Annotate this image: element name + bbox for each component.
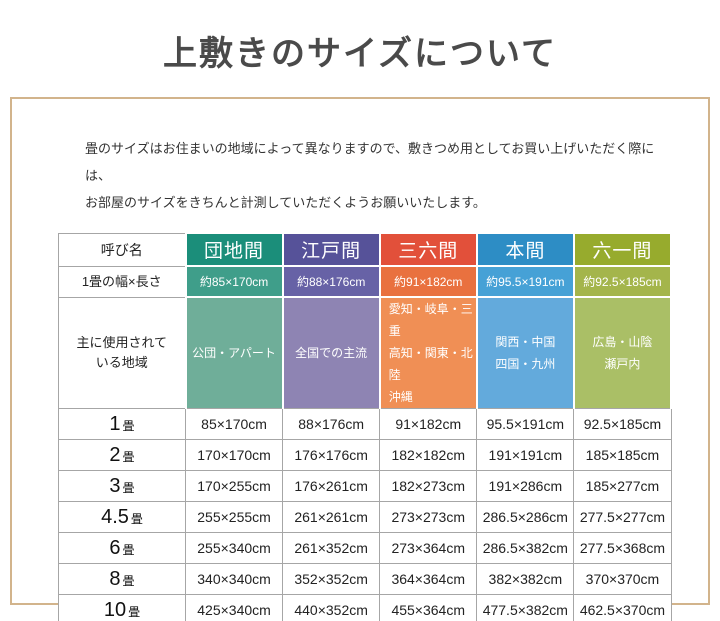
size-value: 182×182cm [379,439,478,471]
size-value: 176×176cm [282,439,381,471]
size-value: 440×352cm [282,594,381,621]
size-value: 176×261cm [282,470,381,502]
size-value: 88×176cm [282,408,381,440]
table-header-row: 呼び名 団地間 江戸間 三六間 本間 六一間 [58,232,673,267]
size-value: 191×191cm [476,439,575,471]
mat-dimension: 約92.5×185cm [572,265,673,298]
row-label-10jo: 10 畳 [58,594,186,621]
page-title: 上敷きのサイズについて [163,36,557,73]
size-value: 462.5×370cm [573,594,672,621]
size-value: 273×273cm [379,501,478,533]
size-value: 185×185cm [573,439,672,471]
size-row-label: 1畳の幅×長さ [58,265,186,298]
size-value: 477.5×382cm [476,594,575,621]
region-cell: 全国での主流 [281,296,381,409]
size-value: 340×340cm [184,563,284,595]
column-header-honma: 本間 [475,232,575,267]
region-cell: 広島・山陰 瀬戸内 [572,296,673,409]
size-value: 286.5×286cm [476,501,575,533]
size-value: 261×261cm [282,501,381,533]
size-value: 277.5×277cm [573,501,672,533]
size-value: 255×340cm [184,532,284,564]
size-value: 286.5×382cm [476,532,575,564]
size-value: 370×370cm [573,563,672,595]
size-value: 382×382cm [476,563,575,595]
column-header-edoma: 江戸間 [281,232,381,267]
size-value: 170×170cm [184,439,284,471]
intro-line-1: 畳のサイズはお住まいの地域によって異なりますので、敷きつめ用としてお買い上げいた… [85,141,655,183]
size-value: 425×340cm [184,594,284,621]
mat-dimension: 約85×170cm [184,265,284,298]
size-value: 364×364cm [379,563,478,595]
size-value: 191×286cm [476,470,575,502]
mat-dimension: 約91×182cm [378,265,478,298]
size-value: 182×273cm [379,470,478,502]
corner-label: 呼び名 [58,232,186,267]
size-value: 273×364cm [379,532,478,564]
column-header-danchima: 団地間 [184,232,284,267]
mat-dimension: 約95.5×191cm [475,265,575,298]
table-row-10jo: 10 畳 425×340cm 440×352cm 455×364cm 477.5×… [58,594,672,621]
region-cell: 公団・アパート [184,296,284,409]
size-value: 455×364cm [379,594,478,621]
size-value: 91×182cm [379,408,478,440]
tatami-size-table: 呼び名 団地間 江戸間 三六間 本間 六一間 1畳の幅×長さ 約85×170cm… [58,232,673,621]
size-value: 92.5×185cm [573,408,672,440]
size-value: 95.5×191cm [476,408,575,440]
size-value: 352×352cm [282,563,381,595]
region-row: 主に使用されて いる地域 公団・アパート 全国での主流 愛知・岐阜・三重 高知・… [58,296,673,409]
size-value: 85×170cm [184,408,284,440]
column-header-rokuichima: 六一間 [572,232,673,267]
table-row-4-5jo: 4.5 畳 255×255cm 261×261cm 273×273cm 286.5… [58,501,672,533]
size-value: 170×255cm [184,470,284,502]
column-header-sanrokuma: 三六間 [378,232,478,267]
size-value: 185×277cm [573,470,672,502]
region-cell: 関西・中国 四国・九州 [475,296,575,409]
region-cell: 愛知・岐阜・三重 高知・関東・北陸 沖縄 [378,296,478,409]
content-panel: 畳のサイズはお住まいの地域によって異なりますので、敷きつめ用としてお買い上げいた… [10,97,710,621]
row-label-4-5jo: 4.5 畳 [58,501,186,533]
size-value: 261×352cm [282,532,381,564]
region-row-label: 主に使用されて いる地域 [58,296,186,409]
mat-dimension-row: 1畳の幅×長さ 約85×170cm 約88×176cm 約91×182cm 約9… [58,265,673,298]
intro-text: 畳のサイズはお住まいの地域によって異なりますので、敷きつめ用としてお買い上げいた… [85,135,668,216]
mat-dimension: 約88×176cm [281,265,381,298]
size-value: 255×255cm [184,501,284,533]
size-value: 277.5×368cm [573,532,672,564]
intro-line-2: お部屋のサイズをきちんと計測していただくようお願いいたします。 [85,195,486,210]
